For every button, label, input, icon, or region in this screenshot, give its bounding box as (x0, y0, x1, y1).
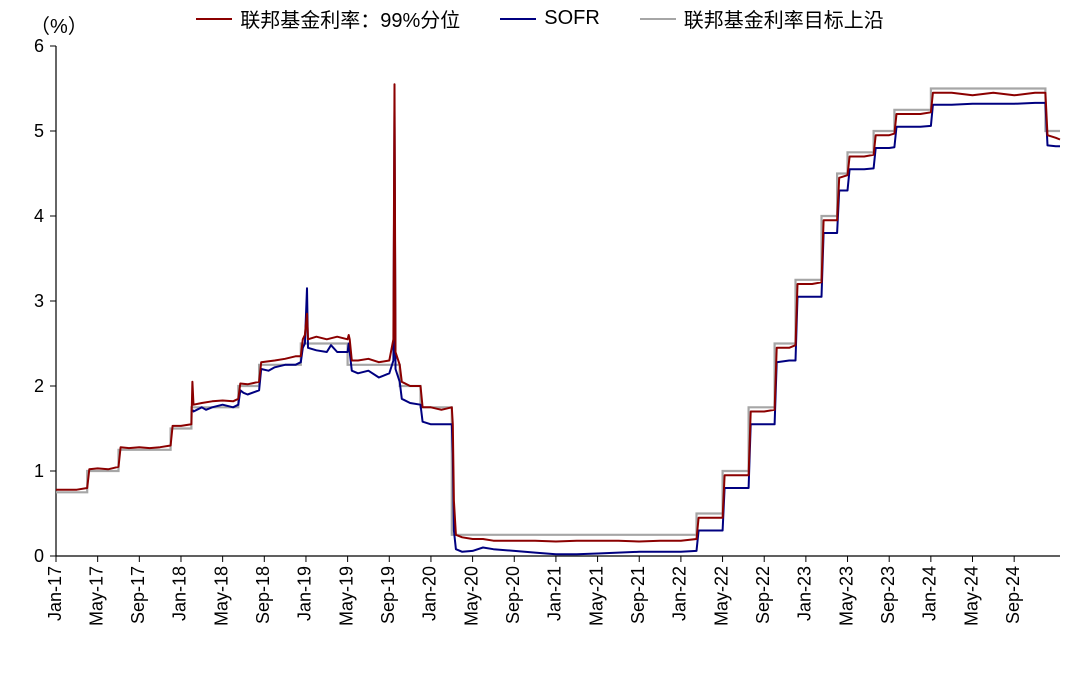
svg-text:Sep-22: Sep-22 (753, 566, 773, 624)
svg-text:May-24: May-24 (961, 566, 981, 626)
legend-label-target: 联邦基金利率目标上沿 (684, 4, 884, 33)
rate-chart: 联邦基金利率：99%分位 SOFR 联邦基金利率目标上沿 （%） 0 1 2 3 4 5 6… (0, 0, 1080, 678)
legend-item-target: 联邦基金利率目标上沿 (640, 4, 884, 33)
svg-text:5: 5 (34, 121, 44, 141)
legend: 联邦基金利率：99%分位 SOFR 联邦基金利率目标上沿 (0, 4, 1080, 33)
svg-text:Jan-21: Jan-21 (545, 566, 565, 621)
legend-swatch-sofr (500, 18, 536, 20)
svg-text:May-22: May-22 (711, 566, 731, 626)
svg-text:Jan-17: Jan-17 (45, 566, 65, 621)
svg-text:4: 4 (34, 206, 44, 226)
svg-text:Sep-17: Sep-17 (128, 566, 148, 624)
legend-label-ffr99: 联邦基金利率：99%分位 (240, 4, 460, 33)
svg-text:Sep-19: Sep-19 (378, 566, 398, 624)
svg-text:May-18: May-18 (211, 566, 231, 626)
y-axis-title: （%） (30, 10, 88, 39)
svg-text:Jan-24: Jan-24 (920, 566, 940, 621)
svg-text:Sep-20: Sep-20 (503, 566, 523, 624)
svg-text:Sep-18: Sep-18 (253, 566, 273, 624)
series-target-upper (56, 89, 1060, 535)
series-sofr (192, 103, 1060, 554)
svg-text:May-23: May-23 (836, 566, 856, 626)
svg-text:May-21: May-21 (586, 566, 606, 626)
svg-text:6: 6 (34, 36, 44, 56)
svg-text:Jan-19: Jan-19 (295, 566, 315, 621)
svg-text:2: 2 (34, 376, 44, 396)
svg-text:Sep-21: Sep-21 (628, 566, 648, 624)
svg-text:Jan-22: Jan-22 (670, 566, 690, 621)
svg-text:Jan-23: Jan-23 (795, 566, 815, 621)
legend-item-sofr: SOFR (500, 4, 600, 33)
svg-text:Jan-18: Jan-18 (170, 566, 190, 621)
legend-swatch-ffr99 (196, 18, 232, 20)
svg-text:1: 1 (34, 461, 44, 481)
legend-label-sofr: SOFR (544, 7, 600, 30)
svg-text:Jan-20: Jan-20 (420, 566, 440, 621)
svg-text:May-17: May-17 (86, 566, 106, 626)
legend-item-ffr99: 联邦基金利率：99%分位 (196, 4, 460, 33)
svg-text:May-19: May-19 (336, 566, 356, 626)
chart-svg: 0 1 2 3 4 5 6 Jan-17 May-17 Sep-17 Jan-18 May-18 Sep… (0, 0, 1080, 678)
svg-text:Sep-24: Sep-24 (1003, 566, 1023, 624)
svg-text:May-20: May-20 (461, 566, 481, 626)
svg-text:3: 3 (34, 291, 44, 311)
legend-swatch-target (640, 18, 676, 20)
series-ffr99 (56, 84, 1060, 541)
svg-text:0: 0 (34, 546, 44, 566)
svg-text:Sep-23: Sep-23 (878, 566, 898, 624)
